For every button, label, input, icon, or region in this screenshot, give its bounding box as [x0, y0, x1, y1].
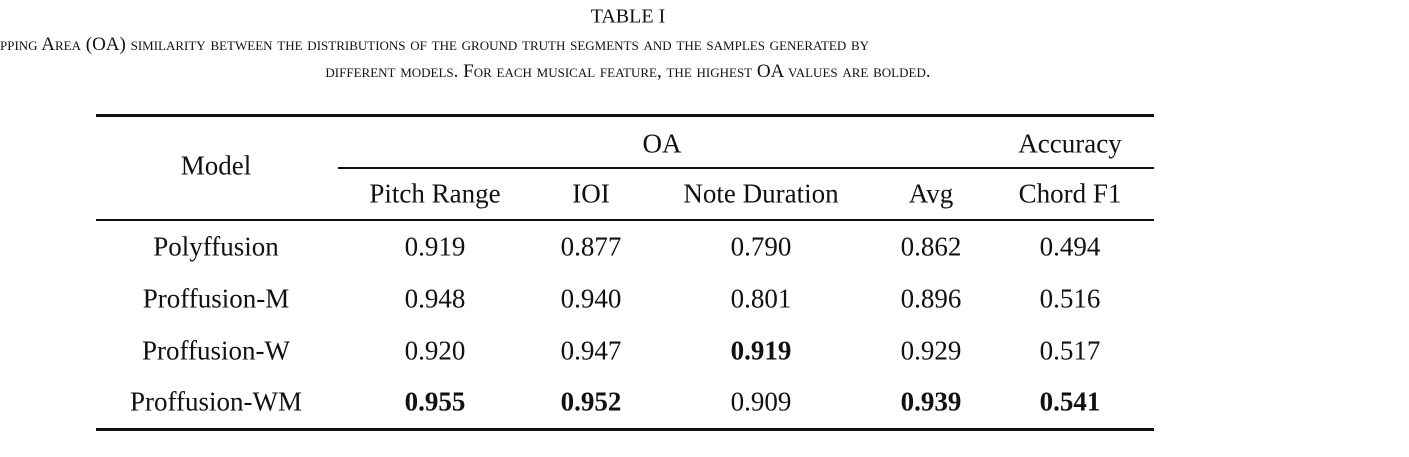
value-cell: 0.909: [730, 386, 792, 417]
value-cell: 0.947: [560, 335, 622, 366]
value-cell: 0.939: [900, 386, 962, 417]
column-header: Note Duration: [683, 178, 839, 209]
value-cell: 0.517: [1039, 335, 1101, 366]
header-rule: [96, 219, 1154, 221]
value-cell: 0.541: [1039, 386, 1101, 417]
model-name: Proffusion-M: [142, 283, 290, 314]
mid-rule: [338, 167, 1154, 169]
value-cell: 0.940: [560, 283, 622, 314]
value-cell: 0.952: [560, 386, 622, 417]
value-cell: 0.896: [900, 283, 962, 314]
header-cell: Model: [180, 150, 252, 181]
column-header: Pitch Range: [369, 178, 501, 209]
top-rule: [96, 114, 1154, 117]
column-header: IOI: [572, 178, 610, 209]
model-name: Proffusion-W: [142, 335, 290, 366]
value-cell: 0.920: [404, 335, 466, 366]
value-cell: 0.862: [900, 231, 962, 262]
value-cell: 0.955: [404, 386, 466, 417]
model-name: Proffusion-WM: [130, 386, 302, 417]
value-cell: 0.929: [900, 335, 962, 366]
value-cell: 0.801: [730, 283, 792, 314]
value-cell: 0.494: [1039, 231, 1101, 262]
column-header: Avg: [908, 178, 954, 209]
value-cell: 0.919: [404, 231, 466, 262]
model-name: Polyffusion: [153, 231, 279, 262]
value-cell: 0.919: [730, 335, 792, 366]
value-cell: 0.790: [730, 231, 792, 262]
caption-line: different models. For each musical featu…: [325, 61, 931, 82]
column-header: Chord F1: [1018, 178, 1122, 209]
value-cell: 0.877: [560, 231, 622, 262]
value-cell: 0.948: [404, 283, 466, 314]
value-cell: 0.516: [1039, 283, 1101, 314]
group-header: Accuracy: [1018, 128, 1122, 159]
caption-line: pping Area (OA) similarity between the d…: [0, 34, 870, 55]
bottom-rule: [96, 428, 1154, 431]
table-title: TABLE I: [590, 5, 666, 28]
group-header: OA: [642, 128, 682, 159]
